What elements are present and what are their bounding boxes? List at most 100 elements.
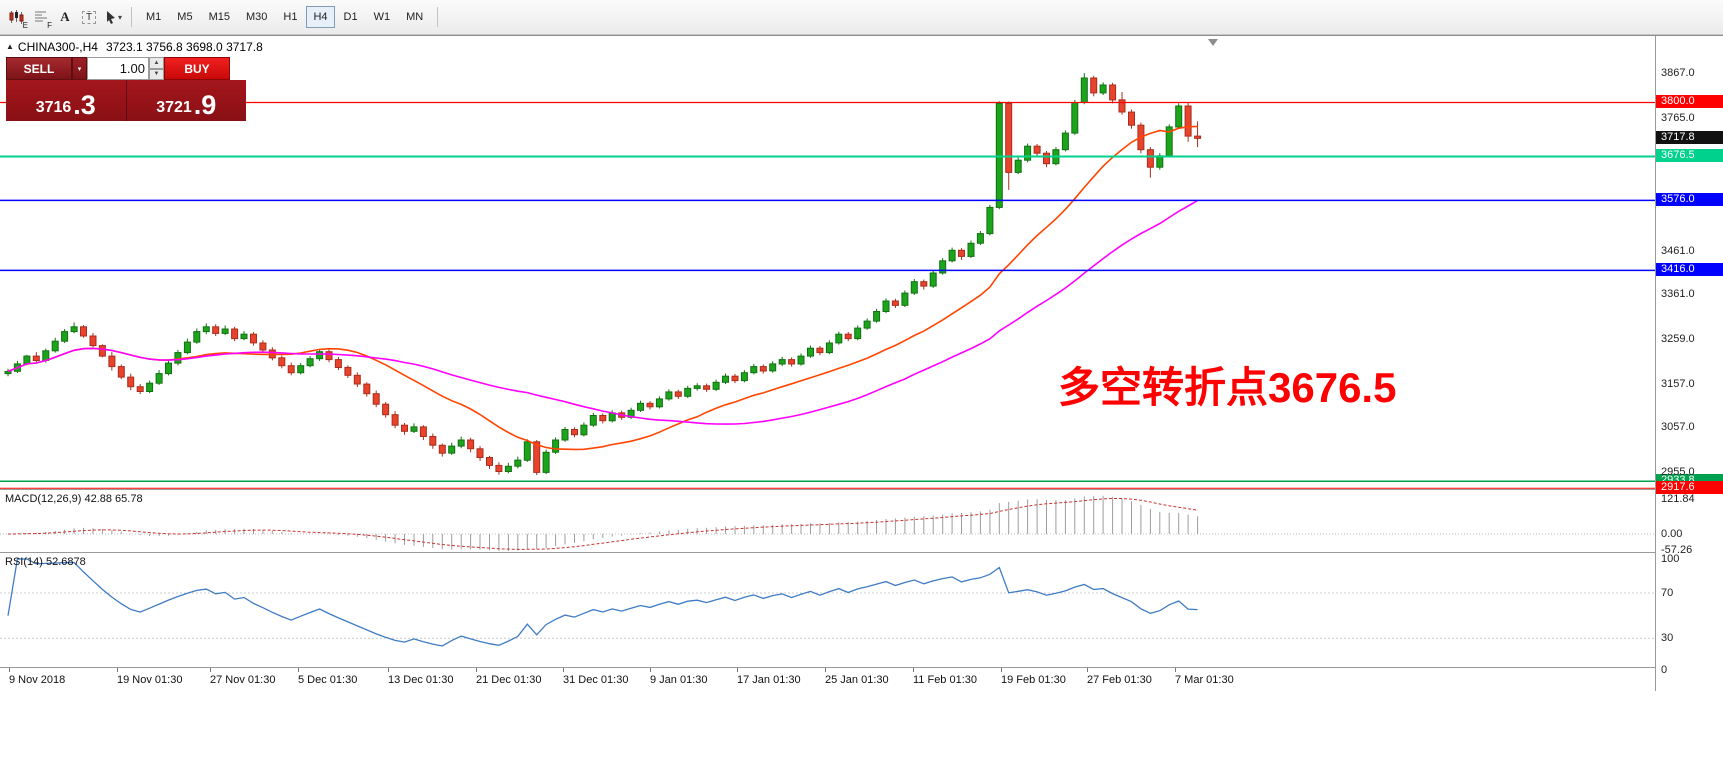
timeframe-m5[interactable]: M5 [170,6,199,28]
time-axis-tick-mark [650,668,651,672]
price-axis-tick: 3361.0 [1661,288,1695,300]
rsi-axis-tick: 100 [1661,553,1680,565]
time-axis-label: 13 Dec 01:30 [388,674,454,686]
candlestick-style-icon[interactable]: E [5,4,29,30]
price-line-label: 3416.0 [1656,263,1723,276]
volume-decrease-button[interactable]: ▼ [149,68,164,80]
macd-axis-tick: -57.26 [1661,544,1693,556]
one-click-trading-panel: SELL ▾ ▲ ▼ BUY 3716.3 3721.9 [6,57,246,121]
timeframe-mn[interactable]: MN [399,6,430,28]
time-axis-label: 5 Dec 01:30 [298,674,358,686]
macd-plot [0,495,1655,551]
timeframe-m15[interactable]: M15 [202,6,237,28]
price-axis-tick: 3157.0 [1661,378,1695,390]
collapse-arrow-icon[interactable]: ▲ [6,42,14,51]
time-axis-label: 7 Mar 01:30 [1175,674,1234,686]
buy-button[interactable]: BUY [164,57,230,80]
volume-input[interactable] [87,57,149,80]
candlestick-chart[interactable] [0,36,1655,489]
sell-button[interactable]: SELL [6,57,72,80]
timeframe-h1[interactable]: H1 [276,6,304,28]
timeframe-d1[interactable]: D1 [337,6,365,28]
price-line-label: 3676.5 [1656,149,1723,162]
text-label-tool-icon[interactable]: T [77,4,101,30]
time-axis-tick-mark [9,668,10,672]
time-axis-label: 19 Feb 01:30 [1001,674,1066,686]
toolbar-separator [437,7,439,27]
chart-window: ▲ CHINA300-,H4 3723.1 3756.8 3698.0 3717.8… [0,35,1723,691]
time-axis-label: 25 Jan 01:30 [825,674,889,686]
bid-ask-prices: 3716.3 3721.9 [6,80,246,121]
macd-axis-tick: 121.84 [1661,493,1695,505]
icon-badge: F [47,21,52,30]
time-axis-label: 9 Nov 2018 [9,674,66,686]
time-axis-tick-mark [1087,668,1088,672]
timeframe-m30[interactable]: M30 [239,6,274,28]
macd-label: MACD(12,26,9) 42.88 65.78 [5,493,143,505]
rsi-axis-tick: 70 [1661,587,1674,599]
price-axis-tick: 3765.0 [1661,112,1695,124]
price-line-label: 2917.6 [1656,481,1723,494]
price-axis-tick: 2955.0 [1661,466,1695,478]
time-axis-label: 19 Nov 01:30 [117,674,183,686]
rsi-label: RSI(14) 52.6878 [5,556,86,568]
time-axis-tick-mark [913,668,914,672]
cursor-tool-icon[interactable]: ▾ [101,4,125,30]
buy-price[interactable]: 3721.9 [156,89,217,120]
time-axis-label: 31 Dec 01:30 [563,674,629,686]
timeframe-group: M1 M5 M15 M30 H1 H4 D1 W1 MN [138,6,431,28]
volume-dropdown-button[interactable]: ▾ [72,57,87,80]
bar-style-icon[interactable]: F [29,4,53,30]
price-axis-tick: 3461.0 [1661,245,1695,257]
price-chart-pane[interactable]: ▲ CHINA300-,H4 3723.1 3756.8 3698.0 3717.8… [0,36,1655,490]
toolbar: E F A T ▾ M1 M5 M15 M30 H1 H4 D1 W1 MN [0,0,1723,35]
timeframe-h4[interactable]: H4 [306,6,335,28]
text-annotation[interactable]: 多空转折点3676.5 [1058,364,1397,411]
rsi-indicator-pane[interactable]: RSI(14) 52.6878 [0,553,1655,668]
time-axis-tick-mark [1001,668,1002,672]
time-axis-tick-mark [210,668,211,672]
time-axis-tick-mark [117,668,118,672]
volume-control: ▲ ▼ [87,57,164,80]
current-price-label: 3717.8 [1656,131,1723,144]
chart-title: ▲ CHINA300-,H4 3723.1 3756.8 3698.0 3717.8 [6,40,263,54]
time-axis-tick-mark [1175,668,1176,672]
icon-badge: E [22,21,28,30]
chevron-down-icon: ▾ [117,12,122,22]
rsi-axis-tick: 30 [1661,632,1674,644]
time-axis-label: 11 Feb 01:30 [913,674,978,686]
sell-price[interactable]: 3716.3 [6,80,127,121]
ohlc-values: 3723.1 3756.8 3698.0 3717.8 [105,40,263,54]
price-scale[interactable]: 3800.0 3676.5 3576.0 3416.0 2933.8 2917.6 3717… [1655,36,1723,691]
time-axis-label: 21 Dec 01:30 [476,674,542,686]
time-axis-tick-mark [825,668,826,672]
rsi-plot [0,558,1655,647]
font-tool-icon[interactable]: A [53,4,77,30]
price-line-label: 3576.0 [1656,193,1723,206]
toolbar-separator [131,7,132,27]
bars-glyph [35,11,47,22]
candlestick-glyph [9,10,24,24]
time-axis-label: 27 Nov 01:30 [210,674,276,686]
time-axis-tick-mark [476,668,477,672]
timeframe-m1[interactable]: M1 [139,6,168,28]
time-axis-tick-mark [737,668,738,672]
time-axis-tick-mark [388,668,389,672]
volume-increase-button[interactable]: ▲ [149,57,164,69]
price-axis-tick: 3057.0 [1661,421,1695,433]
scroll-to-end-marker[interactable] [1208,39,1218,46]
cursor-glyph [106,11,115,24]
symbol-name: CHINA300-,H4 [17,40,98,54]
time-axis-tick-mark [298,668,299,672]
price-line-label: 3800.0 [1656,95,1723,108]
timeframe-w1[interactable]: W1 [367,6,398,28]
rsi-axis-tick: 0 [1661,664,1668,676]
price-axis-tick: 3259.0 [1661,333,1695,345]
time-axis-label: 9 Jan 01:30 [650,674,708,686]
macd-axis-tick: 0.00 [1661,528,1683,540]
time-axis-label: 27 Feb 01:30 [1087,674,1152,686]
macd-indicator-pane[interactable]: MACD(12,26,9) 42.88 65.78 [0,490,1655,553]
volume-stepper: ▲ ▼ [149,57,164,80]
time-axis-label: 17 Jan 01:30 [737,674,801,686]
time-scale[interactable]: 9 Nov 2018 19 Nov 01:30 27 Nov 01:30 5 Dec … [0,668,1655,691]
